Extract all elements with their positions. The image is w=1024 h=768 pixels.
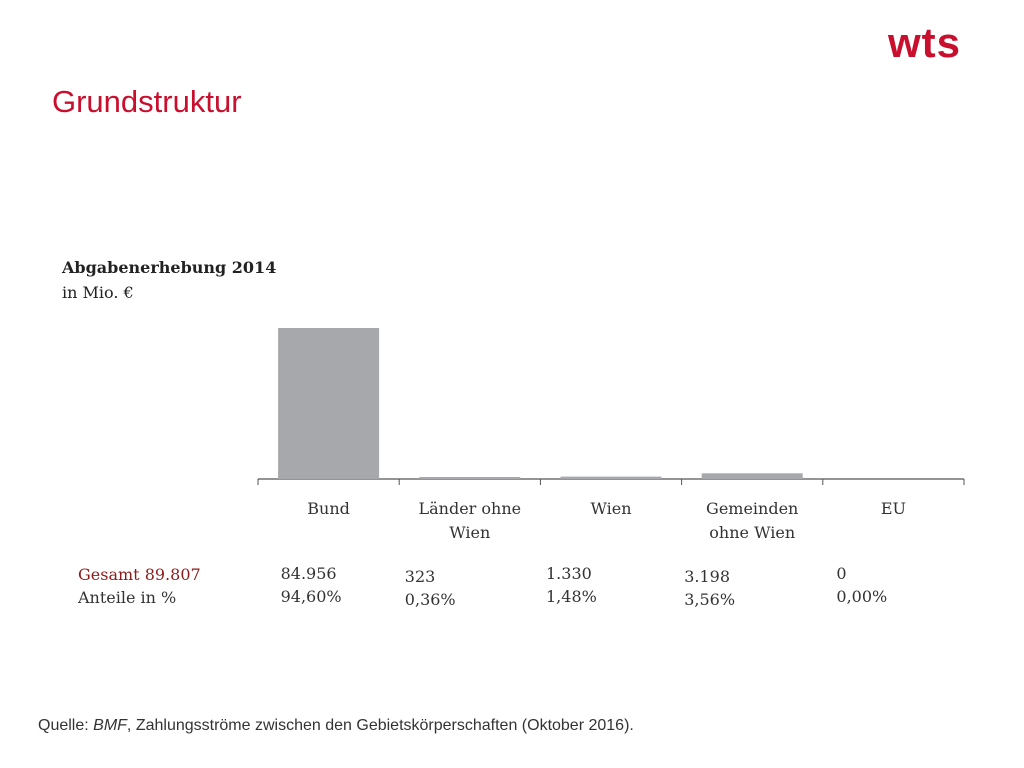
x-tick-label: Wien	[590, 499, 631, 518]
source-suffix: , Zahlungsströme zwischen den Gebietskör…	[126, 717, 634, 734]
bar	[560, 476, 662, 479]
x-tick-label: Bund	[307, 499, 350, 518]
source-note: Quelle: BMF, Zahlungsströme zwischen den…	[38, 717, 634, 735]
share-label: Anteile in %	[78, 588, 177, 607]
data-label-share: 94,60%	[280, 587, 342, 606]
data-label-share: 0,36%	[404, 590, 456, 609]
data-label-share: 0,00%	[836, 587, 888, 606]
chart-subtitle: in Mio. €	[62, 283, 134, 302]
data-label-share: 1,48%	[546, 587, 597, 606]
source-org: BMF	[93, 717, 127, 734]
x-tick-label: ohne Wien	[709, 523, 795, 542]
total-label: Gesamt 89.807	[78, 565, 201, 584]
data-label-value: 323	[404, 567, 436, 586]
data-label-value: 0	[836, 564, 847, 583]
data-label-share: 3,56%	[684, 590, 736, 609]
data-label-value: 3.198	[684, 567, 730, 586]
chart-title: Abgabenerhebung 2014	[62, 258, 277, 277]
bar-chart: Bund Länder ohne Wien Wien Gemeinden ohne Wie…	[257, 328, 965, 542]
page-title: Grundstruktur	[52, 84, 242, 119]
bar	[701, 473, 803, 479]
data-label-value: 84.956	[280, 564, 337, 583]
data-label-value: 1.330	[546, 564, 592, 583]
bar	[419, 477, 521, 479]
source-prefix: Quelle:	[38, 717, 94, 734]
x-tick-label: EU	[881, 499, 906, 518]
x-tick-label: Gemeinden	[706, 499, 798, 518]
wts-logo: wts	[888, 19, 962, 66]
x-tick-label: Wien	[449, 523, 490, 542]
bar	[278, 328, 380, 479]
x-tick-label: Länder ohne	[418, 499, 521, 518]
